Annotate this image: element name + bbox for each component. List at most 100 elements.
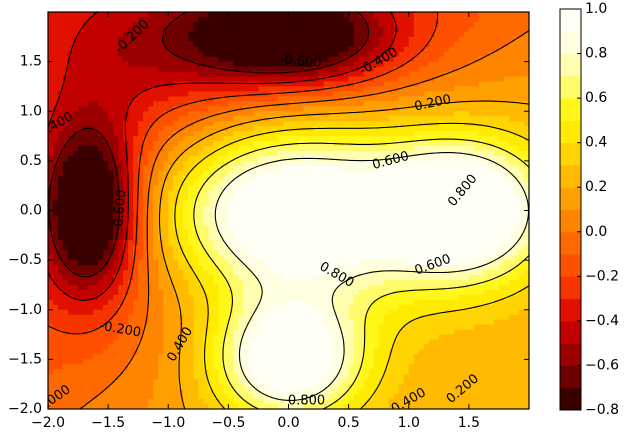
contour-fill-cell: [128, 86, 134, 92]
contour-fill-cell: [388, 76, 395, 83]
contour-fill-cell: [468, 51, 475, 58]
contour-fill-cell: [368, 175, 375, 182]
contour-fill-cell: [333, 220, 340, 226]
contour-fill-cell: [408, 170, 415, 177]
contour-fill-cell: [278, 160, 285, 167]
contour-fill-cell: [463, 230, 470, 236]
contour-fill-cell: [73, 225, 79, 231]
contour-fill-cell: [108, 126, 114, 132]
contour-fill-cell: [448, 245, 455, 251]
contour-fill-cell: [78, 200, 84, 207]
contour-fill-cell: [488, 225, 495, 231]
contour-fill-cell: [473, 180, 480, 187]
contour-fill-cell: [483, 86, 490, 92]
contour-fill-cell: [213, 165, 219, 172]
contour-fill-cell: [218, 71, 224, 78]
contour-fill-cell: [163, 170, 169, 177]
contour-fill-cell: [448, 195, 455, 202]
contour-fill-cell: [368, 91, 375, 97]
contour-fill-cell: [518, 101, 525, 107]
contour-fill-cell: [288, 12, 295, 18]
contour-fill-cell: [208, 255, 214, 261]
contour-fill-cell: [398, 150, 405, 157]
contour-fill-cell: [348, 170, 355, 177]
contour-fill-cell: [198, 36, 204, 43]
contour-fill-cell: [453, 16, 460, 23]
contour-fill-cell: [488, 235, 495, 241]
contour-fill-cell: [213, 225, 219, 231]
contour-fill-cell: [198, 46, 204, 53]
contour-fill-cell: [493, 31, 500, 38]
contour-fill-cell: [393, 175, 400, 182]
contour-fill-cell: [433, 245, 440, 251]
contour-fill-cell: [298, 265, 305, 271]
contour-fill-cell: [98, 245, 104, 251]
contour-fill-cell: [133, 111, 139, 117]
contour-fill-cell: [88, 71, 94, 78]
contour-fill-cell: [108, 240, 114, 246]
contour-fill-cell: [463, 71, 470, 78]
contour-fill-cell: [98, 260, 104, 266]
contour-fill-cell: [438, 71, 445, 78]
contour-fill-cell: [403, 26, 410, 33]
contour-fill-cell: [48, 270, 54, 276]
contour-fill-cell: [443, 150, 450, 157]
contour-fill-cell: [188, 101, 194, 107]
contour-fill-cell: [128, 260, 134, 266]
contour-fill-cell: [408, 31, 415, 38]
contour-fill-cell: [108, 215, 114, 222]
contour-fill-cell: [263, 81, 270, 88]
contour-fill-cell: [443, 141, 450, 147]
contour-fill-cell: [183, 215, 189, 222]
contour-fill-cell: [73, 126, 79, 132]
contour-fill-cell: [443, 101, 450, 107]
contour-fill-cell: [158, 106, 164, 112]
contour-fill-cell: [163, 200, 169, 207]
contour-fill-cell: [488, 170, 495, 177]
contour-fill-cell: [173, 61, 179, 68]
contour-fill-cell: [93, 141, 99, 147]
contour-fill-cell: [288, 225, 295, 231]
contour-fill-cell: [303, 81, 310, 88]
contour-fill-cell: [153, 111, 159, 117]
contour-fill-cell: [68, 91, 74, 97]
contour-fill-cell: [228, 121, 234, 127]
contour-fill-cell: [293, 240, 300, 246]
contour-fill-cell: [148, 41, 154, 48]
contour-fill-cell: [238, 150, 245, 157]
contour-fill-cell: [508, 155, 515, 162]
contour-fill-cell: [208, 185, 214, 192]
contour-fill-cell: [238, 56, 245, 63]
contour-fill-cell: [413, 61, 420, 68]
contour-fill-cell: [443, 220, 450, 226]
contour-fill-cell: [133, 145, 139, 152]
contour-fill-cell: [313, 260, 320, 266]
contour-fill-cell: [118, 265, 124, 271]
contour-fill-cell: [333, 136, 340, 142]
contour-fill-cell: [93, 36, 99, 43]
contour-fill-cell: [203, 91, 209, 97]
contour-fill-cell: [163, 265, 169, 271]
contour-fill-cell: [63, 12, 69, 18]
contour-fill-cell: [133, 66, 139, 73]
contour-fill-cell: [88, 230, 94, 236]
contour-fill-cell: [308, 106, 315, 112]
contour-fill-cell: [363, 235, 370, 241]
contour-fill-cell: [53, 260, 59, 266]
contour-fill-cell: [458, 116, 465, 122]
contour-fill-cell: [348, 260, 355, 266]
contour-fill-cell: [318, 165, 325, 172]
contour-fill-cell: [148, 12, 154, 18]
contour-fill-cell: [508, 215, 515, 222]
contour-fill-cell: [493, 96, 500, 102]
contour-fill-cell: [518, 165, 525, 172]
contour-fill-cell: [493, 121, 500, 127]
contour-fill-cell: [358, 150, 365, 157]
contour-fill-cell: [293, 160, 300, 167]
contour-fill-cell: [283, 116, 290, 122]
contour-fill-cell: [113, 76, 119, 83]
contour-fill-cell: [498, 245, 505, 251]
contour-fill-cell: [233, 225, 239, 231]
contour-fill-cell: [108, 260, 114, 266]
contour-fill-cell: [513, 96, 520, 102]
